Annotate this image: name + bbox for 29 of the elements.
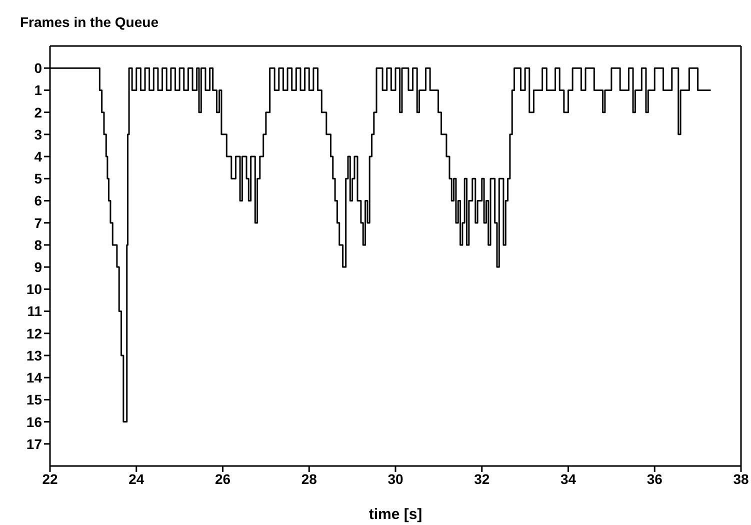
y-tick-label: 7 [34,214,42,231]
y-tick-label: 0 [34,60,42,76]
y-tick-label: 17 [26,436,42,452]
x-tick-label: 32 [474,470,490,487]
y-tick-label: 16 [26,414,42,430]
x-tick-label: 24 [128,470,144,487]
y-tick-label: 14 [26,370,42,386]
y-tick-label: 9 [34,259,42,276]
y-tick-label: 5 [34,170,42,187]
y-tick-label: 12 [26,325,42,342]
y-tick-label: 2 [34,104,42,120]
y-tick-label: 11 [27,303,42,320]
x-tick-label: 34 [560,470,576,487]
x-axis-title: time [s] [368,506,422,523]
x-tick-label: 26 [214,470,231,487]
y-tick-label: 8 [34,236,42,253]
x-tick-label: 22 [42,470,58,487]
y-tick-label: 13 [26,347,42,364]
y-tick-label: 1 [34,82,42,98]
x-tick-label: 28 [301,470,318,487]
x-tick-label: 38 [733,470,749,487]
y-tick-label: 3 [34,126,42,142]
chart-title: Frames in the Queue [20,14,158,30]
y-tick-label: 15 [26,392,42,408]
x-tick-label: 36 [646,470,663,487]
y-tick-label: 10 [26,281,42,298]
x-tick-label: 30 [388,470,404,487]
y-tick-label: 6 [34,192,42,209]
y-tick-label: 4 [34,148,42,164]
